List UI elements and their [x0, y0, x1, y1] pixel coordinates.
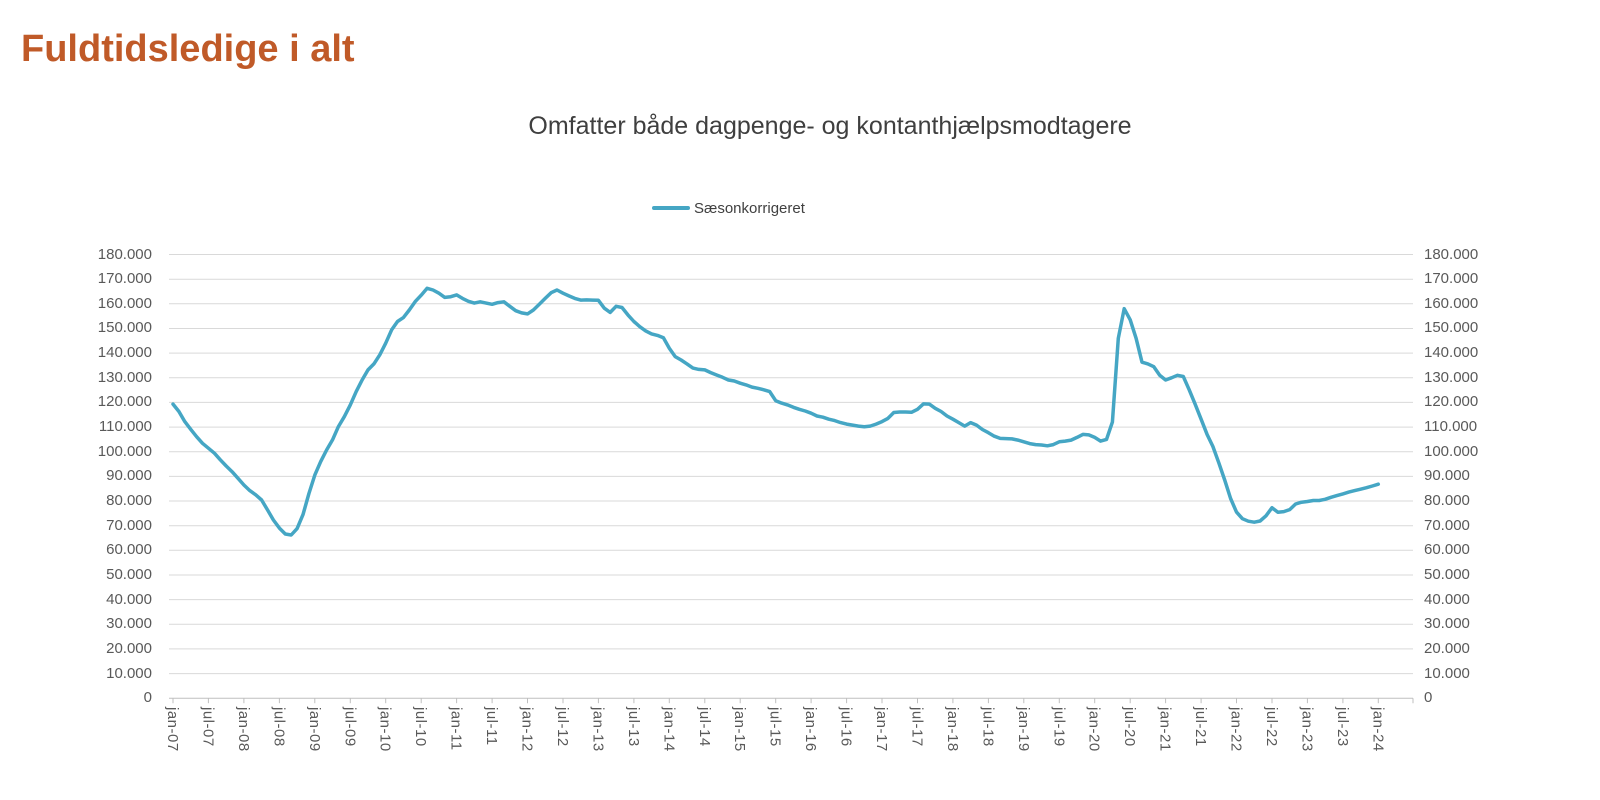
x-tick-label: jul-11 — [483, 707, 501, 746]
legend-line-marker — [652, 206, 690, 210]
x-tick-label: jan-12 — [518, 707, 536, 752]
y-tick-label-left: 20.000 — [106, 639, 152, 657]
x-tick-label: jan-24 — [1369, 707, 1387, 752]
gridlines — [169, 254, 1413, 699]
y-tick-label-left: 10.000 — [106, 664, 152, 682]
legend-label: Sæsonkorrigeret — [694, 199, 805, 217]
y-tick-label-right: 30.000 — [1424, 615, 1470, 633]
y-tick-label-left: 120.000 — [97, 393, 152, 411]
y-tick-label-right: 150.000 — [1424, 319, 1479, 337]
y-tick-label-left: 70.000 — [106, 516, 152, 534]
x-tick-label: jul-15 — [766, 707, 784, 747]
y-tick-label-left: 0 — [143, 689, 152, 707]
y-tick-label-right: 180.000 — [1424, 245, 1479, 263]
y-tick-label-left: 130.000 — [97, 368, 152, 386]
page-title: Fuldtidsledige i alt — [21, 28, 355, 70]
y-tick-label-left: 30.000 — [106, 615, 152, 633]
x-tick-label: jan-23 — [1298, 707, 1316, 752]
y-tick-label-left: 60.000 — [106, 541, 152, 559]
y-tick-label-left: 90.000 — [106, 467, 152, 485]
x-tick-label: jul-08 — [270, 707, 288, 747]
y-tick-label-right: 120.000 — [1424, 393, 1479, 411]
x-tick-label: jul-12 — [554, 707, 571, 747]
x-tick-label: jul-23 — [1333, 707, 1351, 747]
x-tick-label: jan-22 — [1227, 707, 1245, 752]
y-tick-label-right: 60.000 — [1424, 541, 1470, 559]
y-tick-label-right: 110.000 — [1424, 418, 1478, 436]
x-tick-label: jul-20 — [1121, 707, 1139, 747]
x-tick-label: jan-08 — [234, 707, 252, 752]
x-tick-label: jul-07 — [199, 707, 217, 747]
y-tick-label-right: 70.000 — [1424, 516, 1470, 534]
y-tick-label-left: 140.000 — [97, 344, 152, 362]
x-tick-label: jul-19 — [1050, 707, 1068, 747]
y-tick-label-left: 40.000 — [106, 590, 152, 608]
series-line — [171, 286, 1381, 537]
x-tick-label: jan-14 — [660, 707, 678, 752]
y-tick-label-left: 100.000 — [97, 442, 152, 460]
x-tick-label: jul-18 — [979, 707, 997, 747]
x-tick-label: jan-13 — [589, 707, 607, 752]
x-tick-label: jan-11 — [447, 707, 465, 751]
x-tick-label: jul-17 — [908, 707, 926, 747]
x-tick-label: jan-17 — [873, 707, 890, 752]
y-tick-label-right: 0 — [1424, 689, 1433, 707]
y-tick-label-right: 10.000 — [1424, 664, 1470, 682]
x-tick-label: jan-15 — [731, 707, 749, 752]
y-tick-label-right: 20.000 — [1424, 639, 1470, 657]
x-tick-label: jul-14 — [695, 707, 713, 747]
x-tick-label: jul-13 — [624, 707, 642, 747]
y-tick-label-right: 50.000 — [1424, 565, 1470, 583]
x-tick-label: jul-09 — [341, 707, 359, 747]
y-tick-label-right: 170.000 — [1424, 270, 1479, 288]
x-tick-label: jul-22 — [1263, 707, 1280, 747]
y-tick-label-left: 160.000 — [97, 294, 152, 312]
y-tick-label-right: 80.000 — [1424, 492, 1470, 509]
x-tick-label: jan-19 — [1014, 707, 1032, 752]
y-tick-label-left: 150.000 — [97, 319, 152, 337]
x-tick-label: jul-16 — [837, 707, 855, 747]
x-tick-label: jan-07 — [164, 707, 181, 752]
y-tick-label-right: 40.000 — [1424, 590, 1470, 608]
x-axis-ticks — [172, 698, 1414, 704]
y-tick-label-left: 80.000 — [106, 492, 152, 509]
chart-subtitle: Omfatter både dagpenge- og kontanthjælps… — [528, 112, 1132, 140]
x-tick-label: jan-10 — [376, 707, 394, 752]
y-tick-label-left: 50.000 — [106, 565, 152, 583]
x-tick-label: jan-20 — [1085, 707, 1103, 752]
y-tick-label-left: 180.000 — [97, 245, 152, 263]
y-tick-label-right: 140.000 — [1424, 344, 1479, 362]
y-tick-label-right: 90.000 — [1424, 467, 1470, 485]
legend: Sæsonkorrigeret — [652, 199, 805, 217]
x-tick-label: jan-09 — [305, 707, 323, 752]
y-tick-label-left: 170.000 — [97, 270, 152, 288]
y-tick-label-right: 100.000 — [1424, 442, 1479, 460]
y-tick-label-right: 130.000 — [1424, 368, 1479, 386]
x-tick-label: jan-18 — [943, 707, 961, 752]
y-tick-label-right: 160.000 — [1424, 294, 1479, 312]
x-tick-label: jan-16 — [802, 707, 820, 752]
x-tick-label: jul-21 — [1192, 707, 1210, 747]
y-tick-label-left: 110.000 — [98, 418, 152, 436]
x-tick-label: jul-10 — [412, 707, 430, 747]
x-tick-label: jan-21 — [1156, 707, 1174, 752]
